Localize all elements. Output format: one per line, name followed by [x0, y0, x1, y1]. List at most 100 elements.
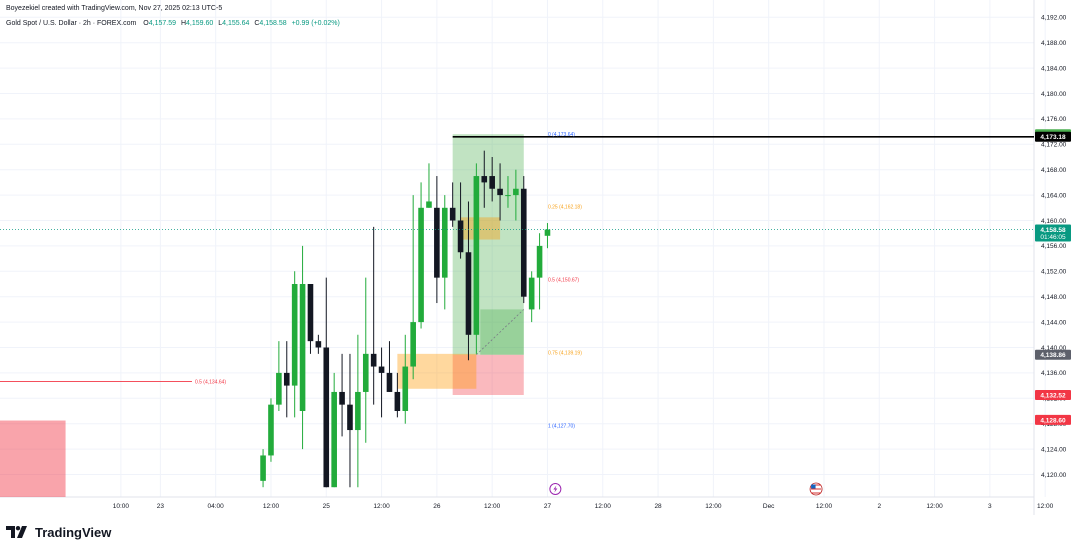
price-axis-label: 4,180.00	[1041, 91, 1067, 98]
candle-body	[489, 176, 495, 189]
candle-body	[465, 252, 472, 335]
time-axis-label: 23	[157, 503, 165, 510]
candle-body	[362, 353, 369, 392]
price-axis-label: 4,184.00	[1041, 65, 1067, 72]
candle-body	[370, 353, 377, 367]
candle-body	[386, 372, 393, 392]
time-axis-label: 10:00	[113, 503, 130, 510]
fib-left-half-label: 0.5 (4,134.64)	[195, 380, 226, 386]
tv-logo-icon	[6, 526, 27, 538]
candle-body	[481, 176, 488, 183]
price-tag-bg	[1035, 224, 1071, 242]
price-axis-label: 4,192.00	[1041, 15, 1067, 22]
candle-body	[513, 188, 519, 196]
price-axis-label: 4,120.00	[1041, 472, 1067, 479]
candle-body	[268, 404, 274, 456]
candle-body	[441, 207, 448, 278]
candle-body	[307, 284, 314, 342]
symbol-name[interactable]: Gold Spot / U.S. Dollar · 2h · FOREX.com	[6, 20, 137, 27]
time-axis-label: 12:00	[1037, 503, 1054, 510]
price-tag-bg	[1035, 131, 1071, 142]
fib-level-label: 0 (4,173.64)	[548, 132, 575, 138]
fib-level-label: 0.5 (4,150.67)	[548, 278, 579, 284]
candle-body	[315, 341, 322, 348]
long-position-progress	[480, 309, 524, 355]
price-axis-label: 4,160.00	[1041, 218, 1067, 225]
us-flag-canton	[811, 484, 816, 489]
high-label: H	[180, 20, 186, 27]
time-axis-label: 25	[323, 503, 331, 510]
candle-body	[299, 284, 306, 411]
change-value: +0.99 (+0.02%)	[291, 20, 340, 27]
us-flag-stripe	[811, 488, 822, 490]
candle-body	[426, 201, 432, 208]
candle-body	[410, 322, 416, 367]
time-axis-label: 27	[544, 503, 552, 510]
price-axis-label: 4,144.00	[1041, 319, 1067, 326]
us-flag-stripe	[811, 484, 822, 486]
time-axis-label: 12:00	[705, 503, 722, 510]
candle-body	[536, 245, 543, 278]
price-axis-label: 4,172.00	[1041, 142, 1067, 149]
price-tag-bg	[1035, 414, 1071, 425]
supply-zone-rect	[0, 420, 66, 497]
candle-body	[505, 195, 511, 197]
candle-body	[394, 391, 401, 411]
price-axis-label: 4,152.00	[1041, 269, 1067, 276]
long-position-path	[476, 309, 525, 356]
long-position-stop-zone	[452, 354, 524, 395]
us-flag-stripe	[811, 490, 822, 492]
lightning-icon-bolt	[553, 485, 558, 493]
price-axis-label: 4,148.00	[1041, 294, 1067, 301]
lines-layer: 0.5 (4,134.64) 0 (4,173.64) 0.25 (4,162.18…	[0, 132, 1034, 430]
time-axis-label: 28	[654, 503, 662, 510]
low-value: 4,155.64	[222, 20, 250, 27]
time-axis-label: 12:00	[926, 503, 943, 510]
price-axis-label: 4,124.00	[1041, 446, 1067, 453]
tradingview-brand[interactable]: TradingView	[6, 524, 111, 540]
open-label: O	[143, 20, 149, 27]
drawings-layer	[0, 134, 525, 497]
order-block-rect	[397, 353, 477, 389]
price-axis-label: 4,164.00	[1041, 192, 1067, 199]
order-block-rect	[460, 217, 501, 240]
candle-body	[402, 366, 409, 411]
long-position-profit-zone	[452, 134, 524, 355]
open-value: 4,157.59	[148, 20, 176, 27]
time-axis-label: 04:00	[208, 503, 225, 510]
price-tag-bg	[1035, 389, 1071, 400]
price-axis-label: 4,140.00	[1041, 345, 1067, 352]
time-axis-label: 12:00	[484, 503, 501, 510]
candle-body	[497, 188, 503, 196]
price-tag-label: 4,128.60	[1040, 417, 1066, 424]
price-tag-label: 4,138.86	[1040, 352, 1066, 359]
fib-level-label: 0.75 (4,139.19)	[548, 351, 582, 357]
candle-body	[457, 220, 464, 253]
candle-body	[347, 404, 353, 431]
time-axis-label: 12:00	[816, 503, 833, 510]
candle-body	[378, 366, 385, 373]
close-label: C	[254, 20, 260, 27]
time-axis[interactable]: 2110:002304:0012:002512:002612:002712:00…	[0, 503, 1080, 510]
time-axis-label: 3	[988, 503, 992, 510]
price-tag-countdown: 01:46:05	[1040, 234, 1066, 241]
brand-name: TradingView	[35, 524, 112, 540]
candle-body	[544, 229, 551, 236]
candle-body	[276, 372, 282, 405]
candle-body	[434, 207, 440, 278]
us-flag-stripe	[811, 492, 822, 494]
time-axis-label: 12:00	[263, 503, 280, 510]
price-tag-label: 4,158.58	[1040, 227, 1066, 234]
price-axis-label: 4,176.00	[1041, 116, 1067, 123]
price-tag-label: 4,173.18	[1040, 134, 1066, 141]
event-markers[interactable]	[549, 482, 823, 496]
candle-body	[283, 372, 290, 386]
fib-level-label: 1 (4,127.70)	[548, 424, 575, 430]
candle-body	[331, 391, 337, 488]
time-axis-label: 2	[877, 503, 881, 510]
symbol-legend[interactable]: Gold Spot / U.S. Dollar · 2h · FOREX.com…	[6, 20, 340, 27]
price-axis-label: 4,188.00	[1041, 40, 1067, 47]
time-axis-label: 12:00	[595, 503, 612, 510]
price-axis-label: 4,156.00	[1041, 243, 1067, 250]
